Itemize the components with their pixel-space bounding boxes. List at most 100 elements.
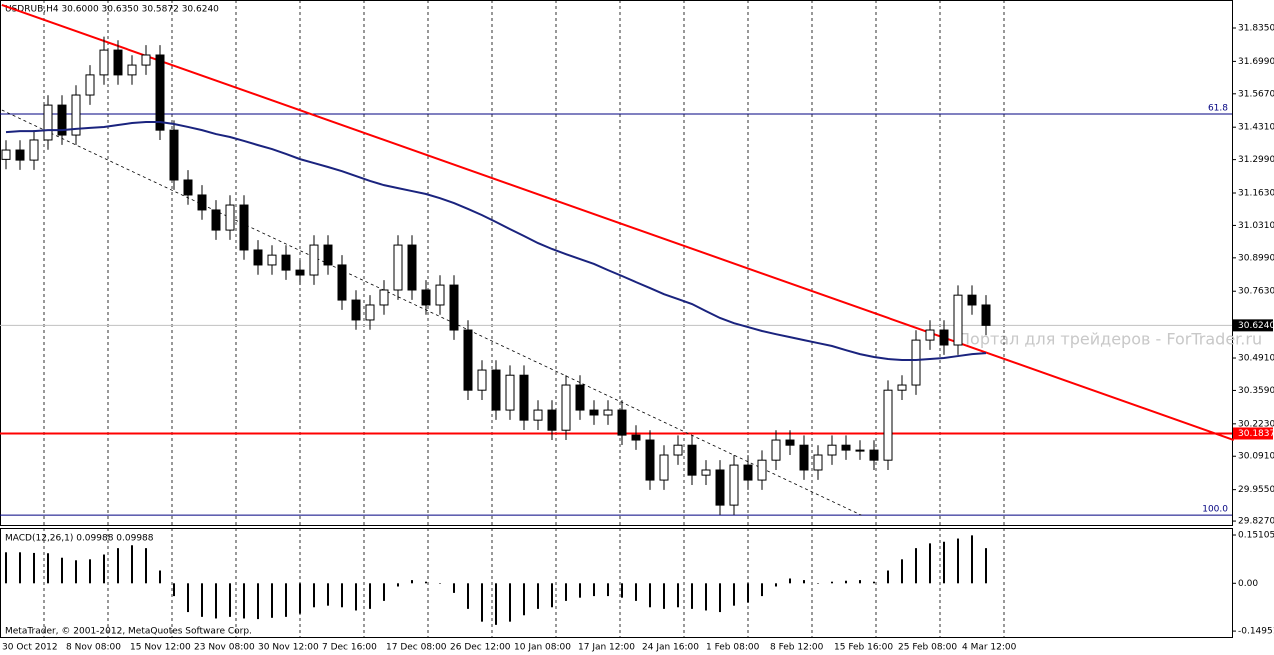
candle-body (407, 244, 417, 291)
trendline (1, 3, 1235, 441)
candle-body (281, 254, 291, 271)
macd-bar (453, 583, 455, 593)
candle-body (351, 299, 361, 321)
x-tick-label: 26 Dec 12:00 (450, 643, 511, 653)
candle-body (183, 179, 193, 196)
macd-bar (131, 545, 133, 584)
candle-body (785, 439, 795, 446)
macd-bar (257, 583, 259, 620)
macd-y-tick-label: 0.00 (1238, 579, 1258, 589)
x-tick-label: 1 Feb 08:00 (706, 643, 760, 653)
macd-bar (929, 543, 931, 584)
macd-bar (901, 559, 903, 584)
candle-body (449, 284, 459, 331)
macd-bar (565, 583, 567, 601)
chart-title: USDRUB,H4 30.6000 30.6350 30.5872 30.624… (5, 5, 219, 15)
macd-bar (915, 548, 917, 584)
candle-body (323, 244, 333, 266)
macd-bar (845, 580, 847, 584)
candle-body (659, 454, 669, 481)
footer: MetaTrader, © 2001-2012, MetaQuotes Soft… (5, 627, 252, 637)
candle-body (617, 409, 627, 436)
candle-body (673, 444, 683, 456)
candle-body (169, 129, 179, 181)
candle-body (743, 464, 753, 481)
candle-body (99, 49, 109, 76)
macd-bar (523, 583, 525, 616)
y-tick-label: 30.2230 (1238, 419, 1274, 429)
macd-bar (215, 583, 217, 619)
y-tick-label: 31.5670 (1238, 89, 1274, 99)
macd-bar (747, 583, 749, 603)
candle-body (505, 374, 515, 411)
macd-bar (859, 580, 861, 584)
macd-bar (411, 580, 413, 584)
y-tick-label: 31.1630 (1238, 189, 1274, 199)
macd-bar (495, 583, 497, 625)
candle-body (155, 54, 165, 131)
x-tick-label: 23 Nov 08:00 (194, 643, 255, 653)
candle-body (253, 249, 263, 266)
macd-bar (19, 552, 21, 584)
price-panel (0, 0, 1233, 526)
macd-bar (537, 583, 539, 609)
macd-bar (243, 583, 245, 619)
macd-bar (733, 583, 735, 606)
macd-bar (103, 554, 105, 584)
candle-body (113, 49, 123, 76)
candle-body (533, 409, 543, 421)
candle-body (813, 454, 823, 471)
x-tick-label: 15 Nov 12:00 (130, 643, 191, 653)
candle-body (477, 369, 487, 391)
x-tick-label: 8 Feb 12:00 (770, 643, 824, 653)
x-tick-label: 30 Oct 2012 (2, 643, 58, 653)
macd-bar (299, 583, 301, 614)
candle-body (645, 439, 655, 481)
candle-body (379, 289, 389, 306)
y-tick-label: 31.6990 (1238, 57, 1274, 67)
x-tick-label: 10 Jan 08:00 (514, 643, 571, 653)
macd-bar (187, 583, 189, 613)
candle-body (435, 284, 445, 306)
macd-bar (5, 552, 7, 584)
candle-body (631, 434, 641, 441)
candle-body (827, 444, 837, 456)
level-label-box (1233, 427, 1273, 440)
candle-body (603, 409, 613, 416)
macd-bar (229, 583, 231, 617)
macd-bar (271, 583, 273, 618)
macd-bar (145, 548, 147, 584)
macd-bar (341, 583, 343, 608)
macd-bar (607, 583, 609, 597)
x-tick-label: 15 Feb 16:00 (834, 643, 893, 653)
macd-bar (873, 581, 875, 584)
candle-body (141, 54, 151, 66)
candle-body (939, 329, 949, 346)
x-tick-label: 4 Mar 12:00 (962, 643, 1017, 653)
y-tick-label: 30.4910 (1238, 354, 1274, 364)
macd-bar (467, 583, 469, 609)
candle-body (1, 149, 11, 160)
candle-body (953, 294, 963, 346)
x-tick-label: 17 Jan 12:00 (578, 643, 635, 653)
candle-body (575, 384, 585, 411)
macd-bar (817, 583, 819, 584)
y-tick-label: 30.3590 (1238, 386, 1274, 396)
macd-bar (159, 570, 161, 584)
candle-body (547, 409, 557, 431)
macd-bar (831, 581, 833, 584)
macd-bar (943, 541, 945, 584)
macd-bar (33, 552, 35, 584)
candle-body (43, 104, 53, 141)
candle-body (883, 389, 893, 461)
candle-body (967, 294, 977, 306)
y-tick-label: 30.0910 (1238, 452, 1274, 462)
x-tick-label: 7 Dec 16:00 (322, 643, 377, 653)
macd-title: MACD(12,26,1) 0.09988 0.09988 (5, 534, 154, 544)
macd-bar (425, 581, 427, 584)
macd-bar (761, 583, 763, 597)
candle-body (869, 449, 879, 461)
y-tick-label: 31.8350 (1238, 23, 1274, 33)
